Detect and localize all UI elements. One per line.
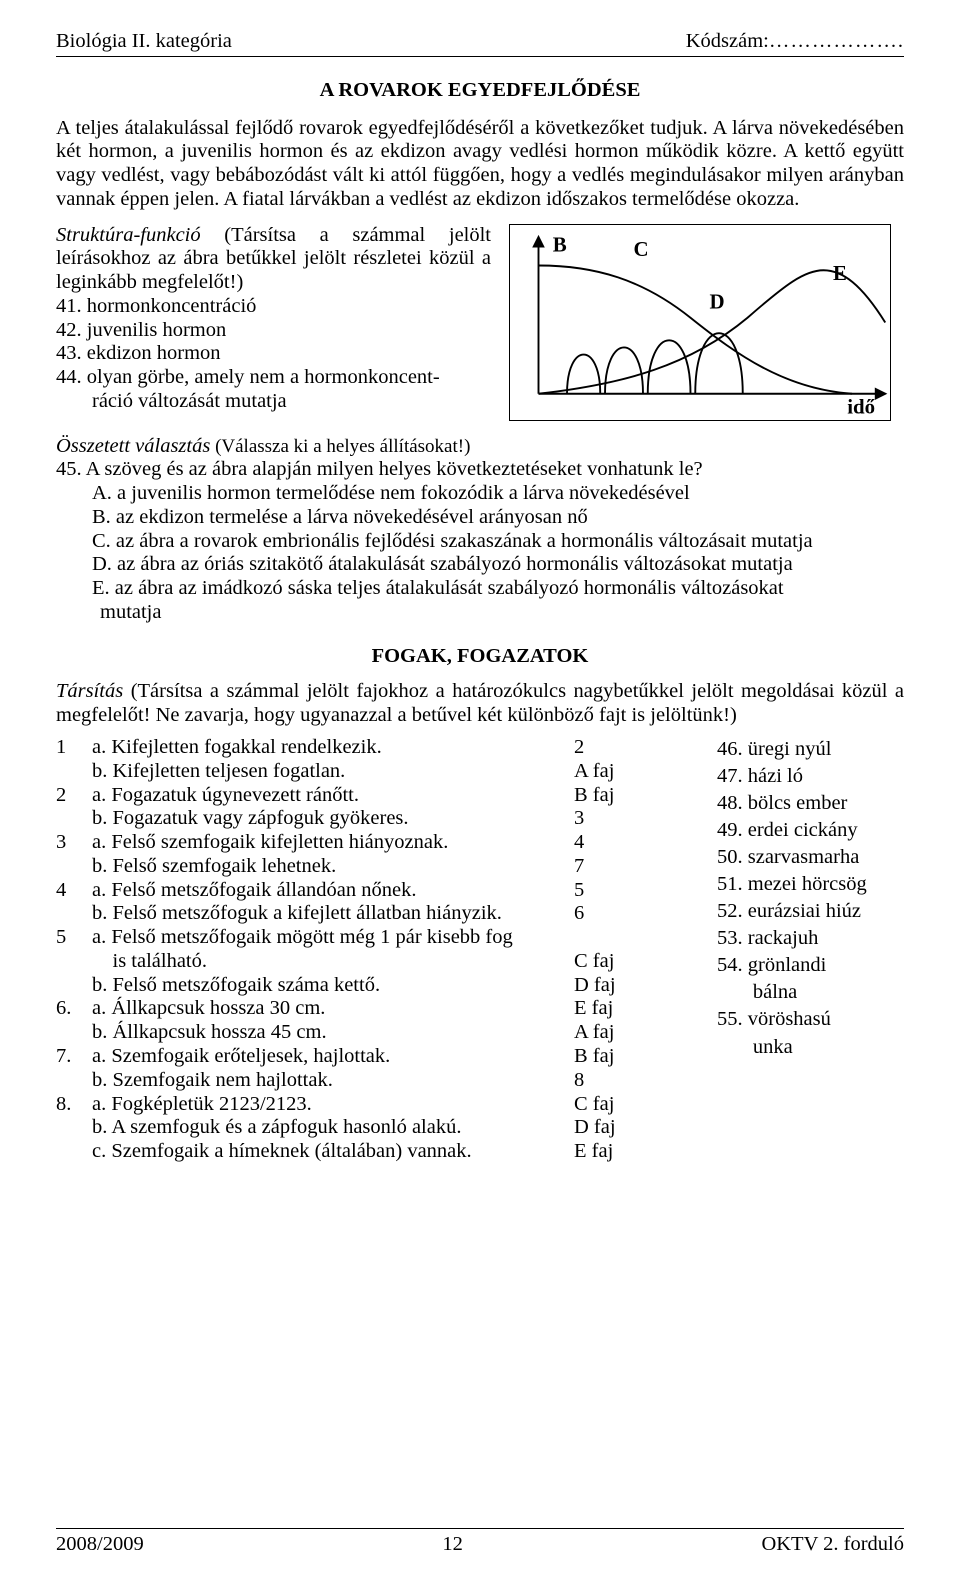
struct-item-cont: ráció változását mutatja: [56, 390, 491, 414]
chart-label-C: C: [634, 237, 649, 261]
chart-label-E: E: [833, 260, 847, 284]
section-title-2: FOGAK, FOGAZATOK: [56, 645, 904, 669]
section-title-1: A ROVAROK EGYEDFEJLŐDÉSE: [56, 79, 904, 103]
struct-item: 42. juvenilis hormon: [56, 319, 491, 343]
page-footer: 2008/2009 12 OKTV 2. forduló: [56, 1528, 904, 1557]
header-rule: [56, 56, 904, 57]
struct-item: 44. olyan görbe, amely nem a hormonkonce…: [56, 366, 491, 390]
ossz-question: 45. A szöveg és az ábra alapján milyen h…: [56, 458, 904, 482]
hormone-chart: B C D E idő: [509, 224, 891, 421]
chart-label-B: B: [553, 232, 567, 256]
key-column: 1a. Kifejletten fogakkal rendelkezik. b.…: [56, 736, 556, 1164]
ossz-option: D. az ábra az óriás szitakötő átalakulás…: [56, 553, 904, 577]
header-left: Biológia II. kategória: [56, 30, 232, 54]
footer-left: 2008/2009: [56, 1533, 144, 1557]
intro-paragraph: A teljes átalakulással fejlődő rovarok e…: [56, 117, 904, 212]
ossz-option-cont: mutatja: [56, 601, 904, 625]
ossz-option: C. az ábra a rovarok embrionális fejlődé…: [56, 530, 904, 554]
footer-right: OKTV 2. forduló: [761, 1533, 904, 1557]
chart-label-ido: idő: [847, 394, 875, 418]
header-right: Kódszám:……………….: [686, 30, 904, 54]
footer-mid: 12: [442, 1533, 463, 1557]
ossz-option: B. az ekdizon termelése a lárva növekedé…: [56, 506, 904, 530]
species-column: 46. üregi nyúl 47. házi ló 48. bölcs emb…: [689, 736, 904, 1061]
struct-item: 41. hormonkoncentráció: [56, 295, 491, 319]
tars-heading: Társítás (Társítsa a számmal jelölt fajo…: [56, 680, 904, 728]
ossz-option: E. az ábra az imádkozó sáska teljes átal…: [56, 577, 904, 601]
struct-item: 43. ekdizon hormon: [56, 342, 491, 366]
ossz-heading: Összetett választás (Válassza ki a helye…: [56, 435, 904, 459]
ossz-option: A. a juvenilis hormon termelődése nem fo…: [56, 482, 904, 506]
results-column: 2 A faj B faj 3 4 7 5 6 C faj D faj E fa…: [556, 736, 689, 1164]
chart-label-D: D: [710, 289, 725, 313]
struct-heading: Struktúra-funkció (Társítsa a számmal je…: [56, 224, 491, 295]
